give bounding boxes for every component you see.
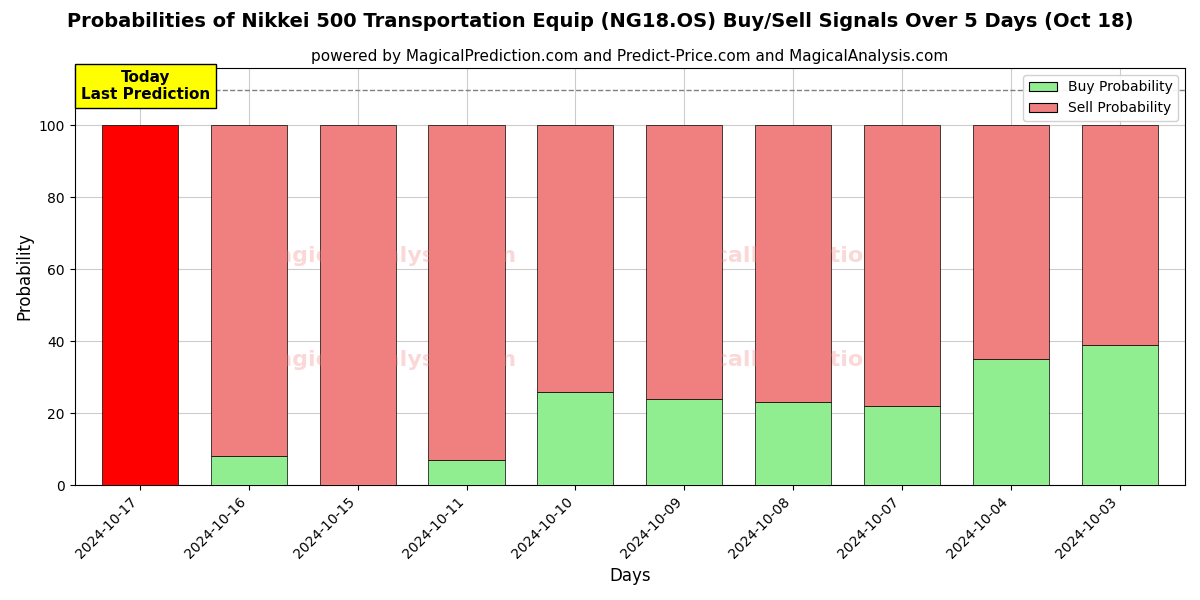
X-axis label: Days: Days	[610, 567, 650, 585]
Bar	[755, 125, 832, 403]
Bar	[864, 406, 940, 485]
Text: Today
Last Prediction: Today Last Prediction	[80, 70, 210, 102]
Bar	[538, 392, 613, 485]
Bar	[102, 125, 178, 485]
Text: Probabilities of Nikkei 500 Transportation Equip (NG18.OS) Buy/Sell Signals Over: Probabilities of Nikkei 500 Transportati…	[67, 12, 1133, 31]
Bar	[973, 359, 1049, 485]
Bar	[538, 125, 613, 392]
Bar	[1081, 125, 1158, 345]
Title: powered by MagicalPrediction.com and Predict-Price.com and MagicalAnalysis.com: powered by MagicalPrediction.com and Pre…	[311, 49, 948, 64]
Text: MagicalPrediction.com: MagicalPrediction.com	[654, 245, 940, 266]
Y-axis label: Probability: Probability	[16, 233, 34, 320]
Bar	[428, 460, 505, 485]
Bar	[211, 457, 287, 485]
Text: MagicalPrediction.com: MagicalPrediction.com	[654, 350, 940, 370]
Bar	[755, 403, 832, 485]
Bar	[319, 125, 396, 485]
Bar	[646, 125, 722, 399]
Bar	[864, 125, 940, 406]
Bar	[211, 125, 287, 457]
Bar	[646, 399, 722, 485]
Bar	[1081, 345, 1158, 485]
Text: MagicalAnalysis.com: MagicalAnalysis.com	[254, 245, 516, 266]
Legend: Buy Probability, Sell Probability: Buy Probability, Sell Probability	[1024, 75, 1178, 121]
Bar	[973, 125, 1049, 359]
Bar	[428, 125, 505, 460]
Text: MagicalAnalysis.com: MagicalAnalysis.com	[254, 350, 516, 370]
